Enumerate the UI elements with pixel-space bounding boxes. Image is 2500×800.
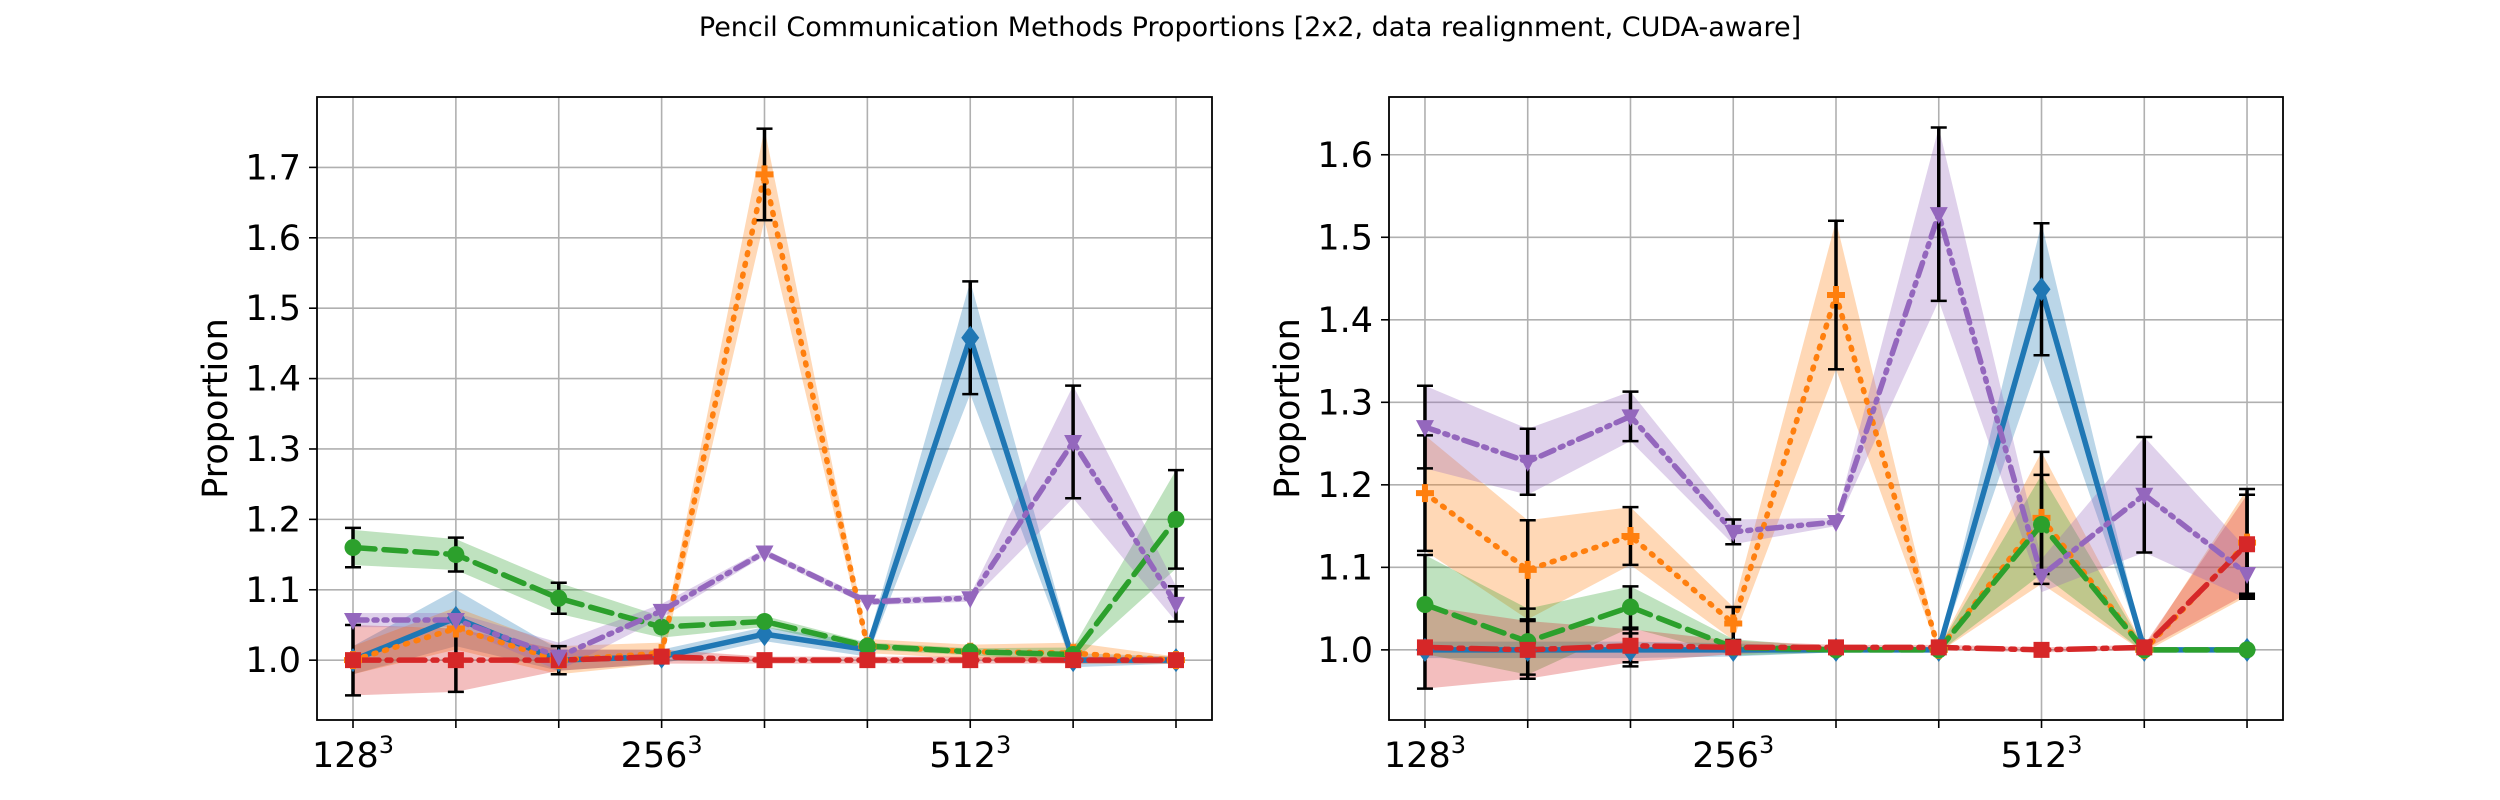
series-band	[1424, 127, 2248, 599]
y-tick-label: 1.3	[1317, 383, 1373, 423]
x-tick-label: 2563	[1692, 731, 1774, 776]
data-point	[550, 589, 568, 607]
data-point	[652, 603, 671, 621]
x-tick-label: 1283	[1384, 731, 1466, 776]
series-line	[1422, 211, 2250, 579]
data-point	[1416, 595, 1434, 613]
data-point	[2238, 566, 2257, 584]
data-point	[1724, 614, 1743, 633]
data-point	[859, 652, 876, 669]
data-point	[2032, 568, 2051, 586]
x-tick-label: 5123	[929, 731, 1011, 776]
data-point	[1827, 286, 1845, 305]
y-tick-label: 1.2	[245, 500, 301, 540]
data-point	[1621, 409, 1640, 427]
data-point	[1621, 526, 1640, 545]
data-point	[961, 325, 980, 350]
series-group	[1415, 126, 2257, 690]
data-point	[1828, 639, 1844, 656]
data-point	[2238, 641, 2256, 659]
data-point	[1929, 207, 1948, 225]
data-point	[446, 613, 465, 631]
y-tick-label: 1.7	[245, 148, 301, 188]
data-point	[2135, 487, 2154, 505]
series-line	[1422, 541, 2250, 653]
data-point	[858, 594, 877, 612]
data-point	[1724, 524, 1743, 542]
data-point	[858, 637, 876, 655]
right-chart-panel: 1.0 1.1 1.2 1.3 1.4 1.5 1.6 1283 2563 5123 Proport…	[1268, 96, 2284, 776]
data-point	[755, 545, 774, 563]
data-point	[1622, 637, 1639, 654]
data-point	[653, 648, 670, 665]
y-tick-label: 1.6	[1317, 136, 1373, 176]
data-point	[1167, 510, 1185, 528]
data-point	[345, 652, 362, 669]
data-point	[1518, 454, 1537, 472]
y-axis-label: Proportion	[196, 318, 236, 499]
data-point	[755, 165, 774, 184]
data-point	[962, 652, 979, 669]
data-point	[961, 591, 980, 609]
data-point	[1519, 641, 1536, 658]
data-point	[756, 652, 773, 669]
y-tick-label: 1.6	[245, 219, 301, 259]
y-tick-label: 1.3	[245, 430, 301, 470]
data-point	[1930, 639, 1947, 656]
figure-title: Pencil Communication Methods Proportions…	[698, 12, 1802, 43]
left-chart-panel: 1.0 1.1 1.2 1.3 1.4 1.5 1.6 1.7 1283 2563 5123 Prop…	[196, 96, 1213, 776]
data-point	[344, 613, 363, 631]
data-point	[549, 649, 568, 667]
data-point	[1415, 484, 1434, 503]
y-tick-label: 1.5	[245, 289, 301, 329]
data-point	[1725, 639, 1742, 656]
series-group	[344, 127, 1185, 697]
data-point	[1166, 596, 1185, 614]
x-tick-label: 5123	[2000, 731, 2082, 776]
y-tick-label: 1.2	[1317, 466, 1373, 506]
data-point	[1064, 434, 1083, 452]
data-point	[1827, 514, 1845, 532]
y-tick-label: 1.4	[1317, 301, 1373, 341]
x-tick-label: 1283	[312, 731, 394, 776]
data-point	[1415, 420, 1434, 438]
y-tick-label: 1.4	[245, 360, 301, 400]
data-point	[447, 652, 464, 669]
data-point	[447, 546, 465, 564]
data-point	[2032, 277, 2051, 302]
y-axis-label: Proportion	[1268, 318, 1308, 499]
series-line	[1422, 521, 2250, 653]
data-point	[756, 612, 773, 630]
data-point	[2033, 641, 2050, 658]
y-tick-label: 1.1	[1317, 548, 1373, 588]
data-point	[344, 539, 362, 557]
data-point	[1167, 652, 1184, 669]
x-tick-label: 2563	[621, 731, 703, 776]
data-point	[1518, 560, 1537, 579]
data-point	[653, 618, 671, 636]
data-point	[1065, 652, 1082, 669]
data-point	[2136, 639, 2153, 656]
data-point	[2239, 536, 2256, 553]
data-point	[1416, 639, 1433, 656]
y-tick-label: 1.1	[245, 571, 301, 611]
y-tick-label: 1.5	[1317, 218, 1373, 258]
y-tick-label: 1.0	[245, 641, 301, 681]
y-tick-label: 1.0	[1317, 631, 1373, 671]
data-point	[2033, 515, 2051, 533]
data-point	[1621, 598, 1639, 616]
